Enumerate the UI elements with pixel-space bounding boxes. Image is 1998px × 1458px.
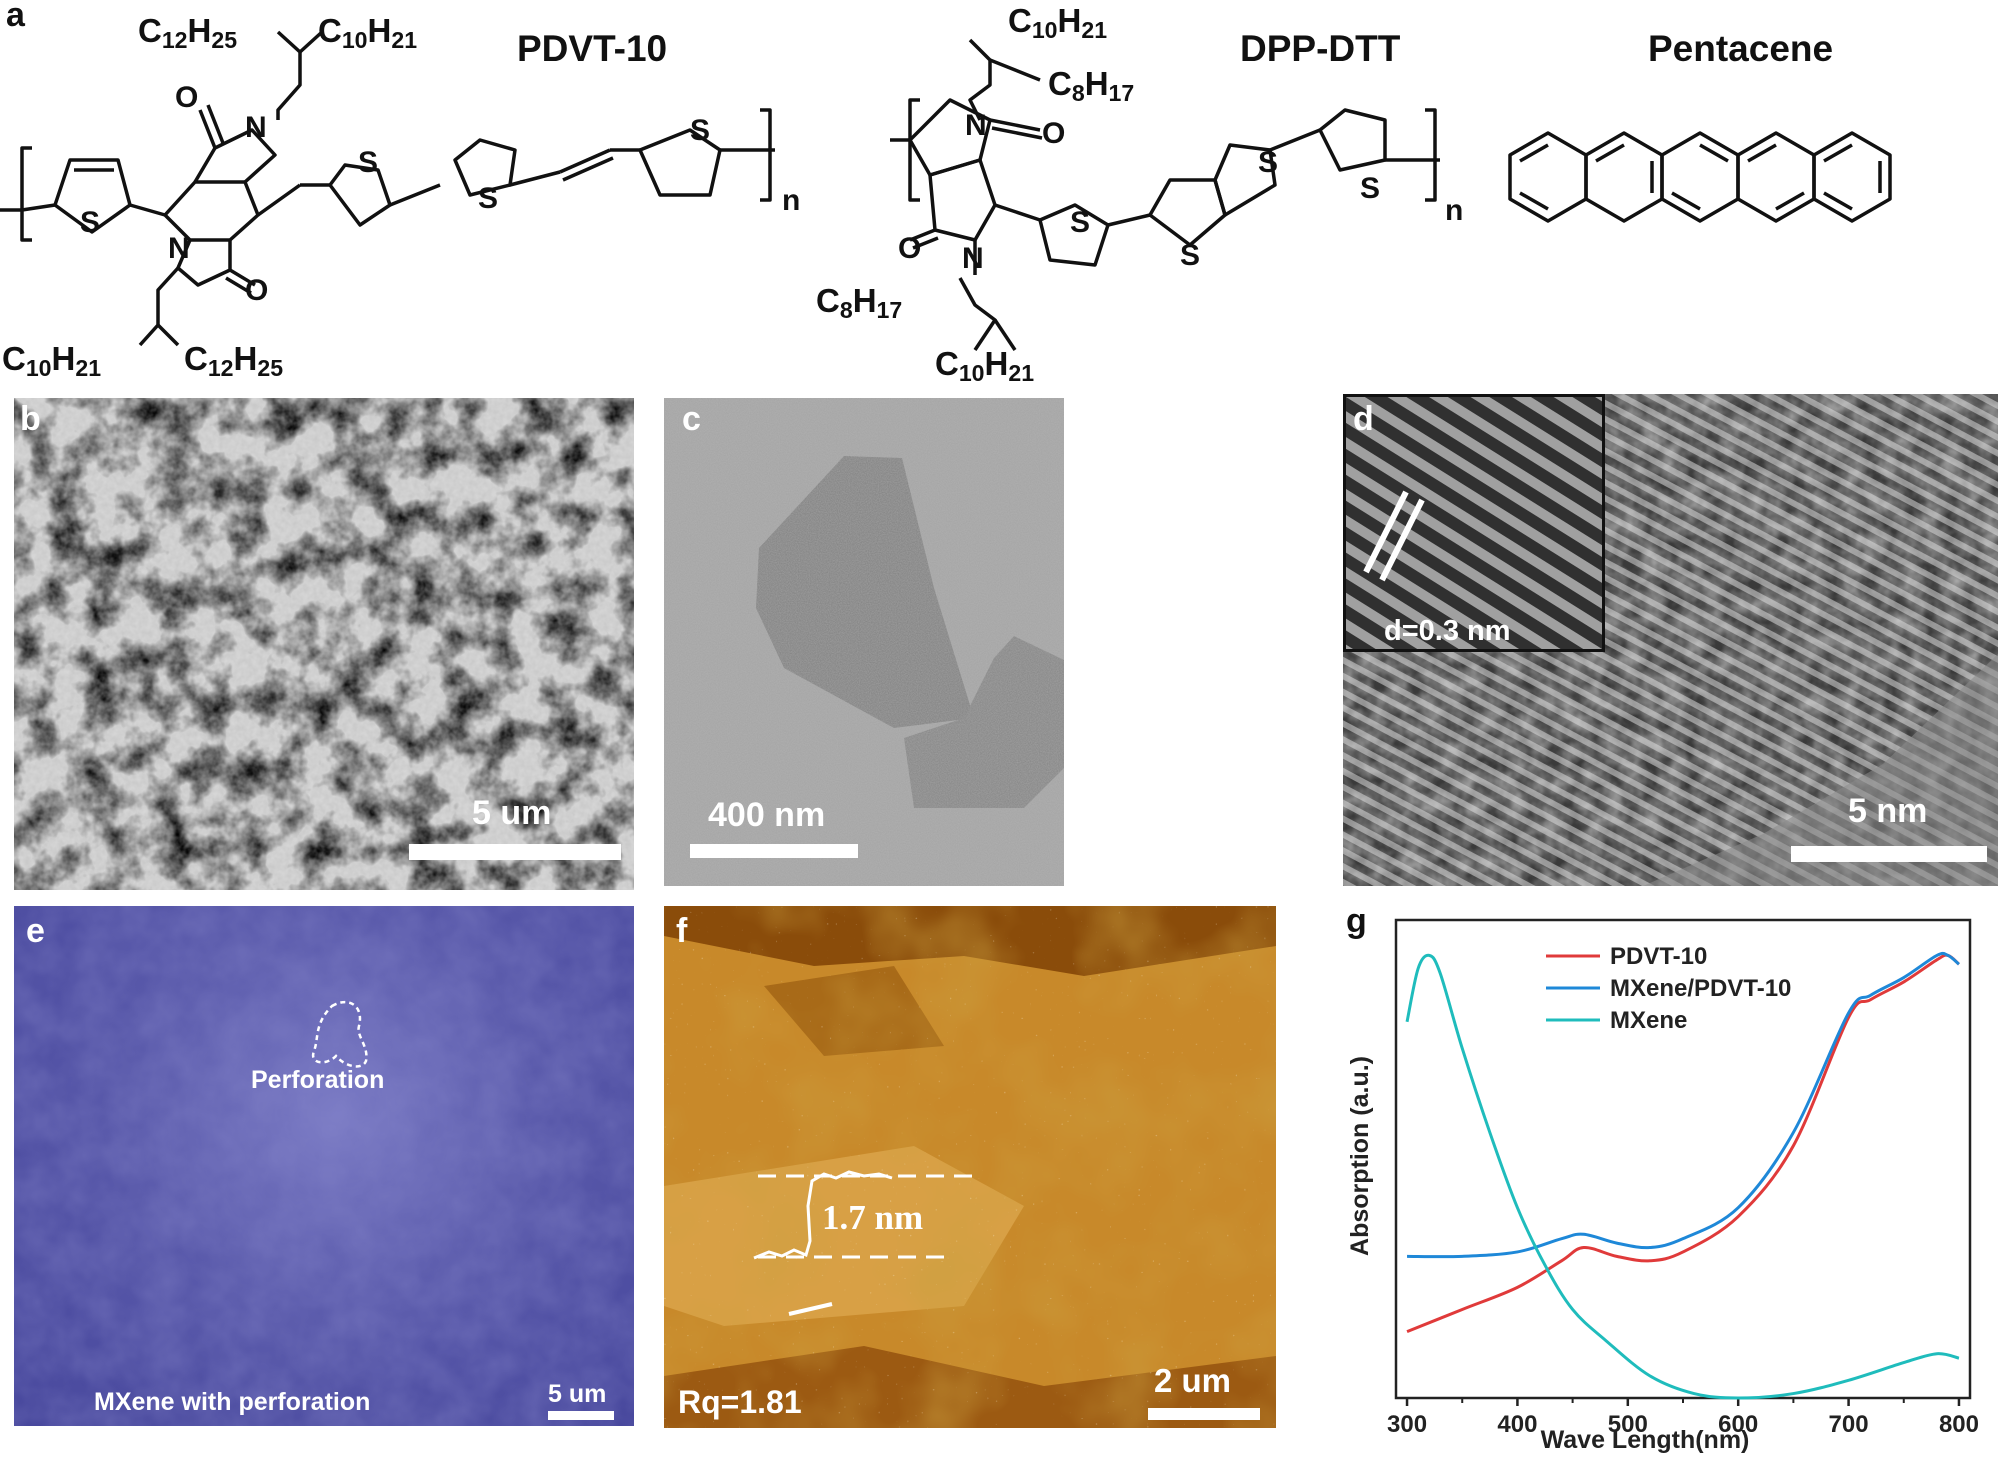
svg-text:S: S	[1070, 206, 1090, 239]
step-height-label: 1.7 nm	[822, 1198, 924, 1237]
panel-g-chart: g 300 400 500 600 700 800 PDVT-10 MXene/PDVT-1…	[1300, 906, 1998, 1458]
pdvt10-title: PDVT-10	[517, 28, 668, 69]
panel-letter-e: e	[26, 912, 45, 950]
roughness-label: Rq=1.81	[678, 1384, 802, 1420]
optical-texture	[14, 906, 634, 1426]
legend-label: PDVT-10	[1610, 943, 1707, 970]
svg-text:n: n	[782, 184, 800, 217]
x-tick-label: 700	[1829, 1411, 1869, 1438]
panel-c-tem-image: c 400 nm	[664, 398, 1064, 886]
panel-b-sem-image: b 5 um	[14, 398, 634, 890]
panel-d-hrtem-image: d=0.3 nm d 5 nm	[1343, 394, 1998, 886]
svg-text:N: N	[965, 109, 987, 142]
panel-b-scale-bar	[409, 844, 621, 860]
svg-text:n: n	[1445, 194, 1463, 227]
svg-text:S: S	[478, 182, 498, 215]
panel-c-scale-bar	[690, 844, 858, 858]
panel-a: a PDVT-10 C12H25 C10H21 C10H21 C12H25	[0, 0, 1998, 395]
dppdtt-bottom-chain-a: C8H17	[816, 282, 903, 323]
x-tick-label: 500	[1608, 1411, 1648, 1438]
perforation-label: Perforation	[251, 1066, 385, 1094]
x-tick-label: 600	[1718, 1411, 1758, 1438]
svg-text:O: O	[1042, 117, 1065, 150]
dppdtt-title: DPP-DTT	[1240, 28, 1401, 69]
pdvt10-structure: N N O O S S S S n	[0, 30, 800, 347]
dppdtt-structure: N N O O S S S S n	[890, 38, 1463, 351]
svg-text:S: S	[358, 146, 378, 179]
x-tick-label: 300	[1387, 1411, 1427, 1438]
x-axis-title: Wave Length(nm)	[1541, 1426, 1750, 1454]
svg-text:S: S	[690, 114, 710, 147]
svg-text:O: O	[245, 274, 268, 307]
pentacene-title: Pentacene	[1648, 28, 1834, 69]
panel-e-scale-label: 5 um	[548, 1380, 607, 1408]
svg-text:S: S	[1258, 146, 1278, 179]
panel-letter-f: f	[676, 912, 688, 950]
pentacene-structure	[1508, 131, 1892, 223]
pdvt10-top-left-chain: C12H25	[138, 12, 238, 53]
svg-text:N: N	[962, 242, 984, 275]
pdvt10-top-right-chain: C10H21	[318, 12, 418, 53]
svg-text:S: S	[1360, 172, 1380, 205]
panel-f-scale-bar	[1148, 1408, 1260, 1420]
panel-d-scale-bar	[1791, 846, 1987, 862]
series-line-mxene	[1405, 953, 1960, 1400]
x-tick-label: 800	[1939, 1411, 1979, 1438]
panel-d-scale-label: 5 nm	[1848, 792, 1928, 830]
panel-e-scale-bar	[548, 1411, 614, 1420]
panel-letter-c: c	[682, 400, 701, 438]
svg-text:S: S	[80, 206, 100, 239]
dppdtt-top-chain-a: C10H21	[1008, 2, 1108, 43]
legend-label: MXene	[1610, 1007, 1687, 1034]
svg-text:O: O	[175, 81, 198, 114]
series-line-mxene-pdvt-10	[1407, 951, 1960, 1259]
svg-text:N: N	[245, 111, 267, 144]
panel-e-caption: MXene with perforation	[94, 1388, 371, 1416]
pdvt10-bottom-left-chain: C10H21	[2, 340, 102, 381]
svg-text:S: S	[1180, 239, 1200, 272]
panel-letter-d: d	[1353, 400, 1374, 438]
perforation-outline	[311, 1000, 368, 1068]
hrtem-inset-label: d=0.3 nm	[1384, 615, 1511, 647]
absorption-chart: 300 400 500 600 700 800 PDVT-10 MXene/PDVT-10 M…	[1346, 918, 1979, 1454]
dppdtt-top-chain-b: C8H17	[1048, 65, 1135, 106]
panel-letter-b: b	[20, 400, 41, 438]
panel-f-afm-image: f 1.7 nm Rq=1.81 2 um	[664, 906, 1276, 1428]
panel-letter-g: g	[1346, 906, 1367, 940]
svg-text:N: N	[168, 232, 190, 265]
panel-b-scale-label: 5 um	[472, 794, 552, 832]
afm-topography	[664, 906, 1276, 1428]
dppdtt-bottom-chain-b: C10H21	[935, 345, 1035, 386]
x-tick-label: 400	[1497, 1411, 1537, 1438]
legend-label: MXene/PDVT-10	[1610, 975, 1791, 1002]
panel-e-optical-image: e Perforation MXene with perforation 5 u…	[14, 906, 634, 1426]
panel-letter-a: a	[6, 0, 25, 34]
hrtem-inset: d=0.3 nm	[1343, 394, 1605, 652]
panel-c-scale-label: 400 nm	[708, 796, 826, 834]
panel-f-scale-label: 2 um	[1154, 1362, 1232, 1399]
pdvt10-bottom-right-chain: C12H25	[184, 340, 284, 381]
svg-text:O: O	[898, 232, 921, 265]
tem-flakes	[664, 398, 1064, 886]
y-axis-title: Absorption (a.u.)	[1346, 1056, 1374, 1256]
sem-flakes-texture	[14, 398, 634, 890]
